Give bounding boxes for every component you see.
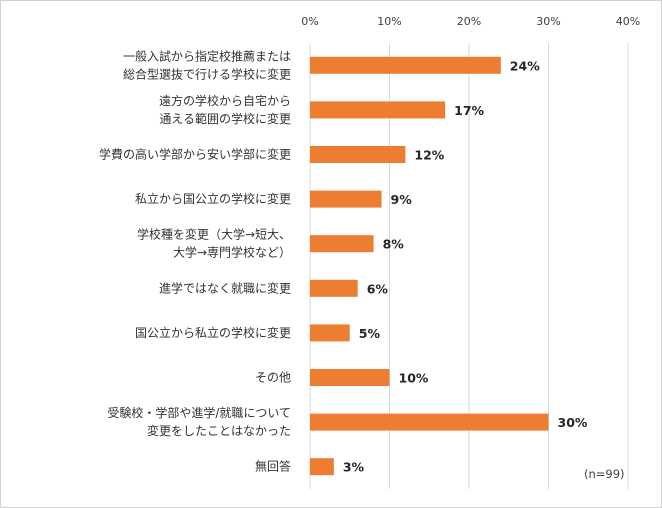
bar [310, 413, 549, 431]
data-label: 8% [383, 237, 405, 252]
data-label: 3% [343, 460, 365, 475]
category-label: 無回答 [255, 459, 291, 474]
data-label: 5% [359, 326, 381, 341]
bar [310, 146, 406, 163]
x-tick-label: 0% [301, 15, 318, 28]
category-label-line: 総合型選抜で行ける学校に変更 [123, 66, 291, 81]
bar [310, 56, 501, 74]
category-label-line: 無回答 [255, 459, 291, 474]
labels-layer: 0% 10% 20% 30% 40% 24% 一般入試から指定校推薦または総合型選抜で行ける… [99, 15, 640, 475]
category-label: 遠方の学校から自宅から通える範囲の学校に変更 [159, 93, 291, 126]
bar [310, 190, 382, 208]
data-label: 10% [399, 371, 429, 386]
bar [310, 235, 374, 253]
x-tick-label: 10% [377, 15, 401, 28]
category-label-line: 学費の高い学部から安い学部に変更 [99, 147, 291, 162]
category-label-line: 受験校・学部や進学/就職について [107, 405, 291, 420]
x-tick-label: 30% [536, 15, 560, 28]
bars-layer [310, 56, 549, 476]
category-label: 受験校・学部や進学/就職について変更をしたことはなかった [107, 405, 291, 438]
category-label-line: 国公立から私立の学校に変更 [135, 325, 291, 340]
category-label: 私立から国公立の学校に変更 [135, 191, 291, 206]
x-tick-label: 20% [457, 15, 481, 28]
category-label: 学費の高い学部から安い学部に変更 [99, 147, 291, 162]
category-label: 進学ではなく就職に変更 [159, 280, 291, 295]
category-label-line: 進学ではなく就職に変更 [159, 280, 291, 295]
data-label: 9% [391, 192, 413, 207]
bar [310, 101, 446, 119]
category-label: 学校種を変更（大学→短大、大学→専門学校など） [137, 227, 291, 260]
category-label-line: 遠方の学校から自宅から [159, 93, 291, 108]
bar [310, 369, 390, 386]
data-label: 24% [510, 58, 540, 73]
category-label-line: 一般入試から指定校推薦または [123, 48, 291, 63]
category-label: 一般入試から指定校推薦または総合型選抜で行ける学校に変更 [123, 48, 291, 81]
bar [310, 458, 334, 476]
category-label-line: 私立から国公立の学校に変更 [135, 191, 291, 206]
category-label-line: その他 [255, 371, 291, 385]
category-label: 国公立から私立の学校に変更 [135, 325, 291, 340]
category-label-line: 変更をしたことはなかった [147, 423, 291, 438]
bar [310, 324, 350, 342]
x-tick-label: 40% [616, 15, 640, 28]
sample-size-note: (n=99) [584, 467, 625, 481]
data-label: 12% [414, 148, 444, 163]
category-label-line: 学校種を変更（大学→短大、 [137, 227, 291, 242]
category-label-line: 大学→専門学校など） [173, 245, 291, 260]
bar [310, 279, 358, 297]
category-label-line: 通える範囲の学校に変更 [159, 111, 291, 126]
data-label: 6% [367, 281, 389, 296]
data-label: 30% [558, 415, 588, 430]
data-label: 17% [454, 103, 484, 118]
category-label: その他 [255, 371, 291, 385]
